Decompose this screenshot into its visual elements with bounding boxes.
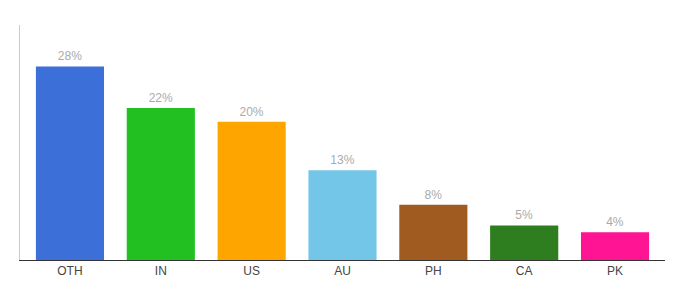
svg-text:13%: 13% bbox=[330, 153, 354, 167]
svg-text:4%: 4% bbox=[606, 215, 624, 229]
svg-text:20%: 20% bbox=[239, 105, 263, 119]
svg-text:CA: CA bbox=[516, 264, 533, 278]
svg-text:8%: 8% bbox=[425, 188, 443, 202]
svg-text:PK: PK bbox=[607, 264, 623, 278]
svg-text:5%: 5% bbox=[515, 208, 533, 222]
svg-text:PH: PH bbox=[425, 264, 442, 278]
svg-text:AU: AU bbox=[334, 264, 351, 278]
svg-text:IN: IN bbox=[155, 264, 167, 278]
svg-text:28%: 28% bbox=[58, 49, 82, 63]
svg-text:OTH: OTH bbox=[57, 264, 82, 278]
svg-text:22%: 22% bbox=[149, 91, 173, 105]
svg-text:US: US bbox=[243, 264, 260, 278]
